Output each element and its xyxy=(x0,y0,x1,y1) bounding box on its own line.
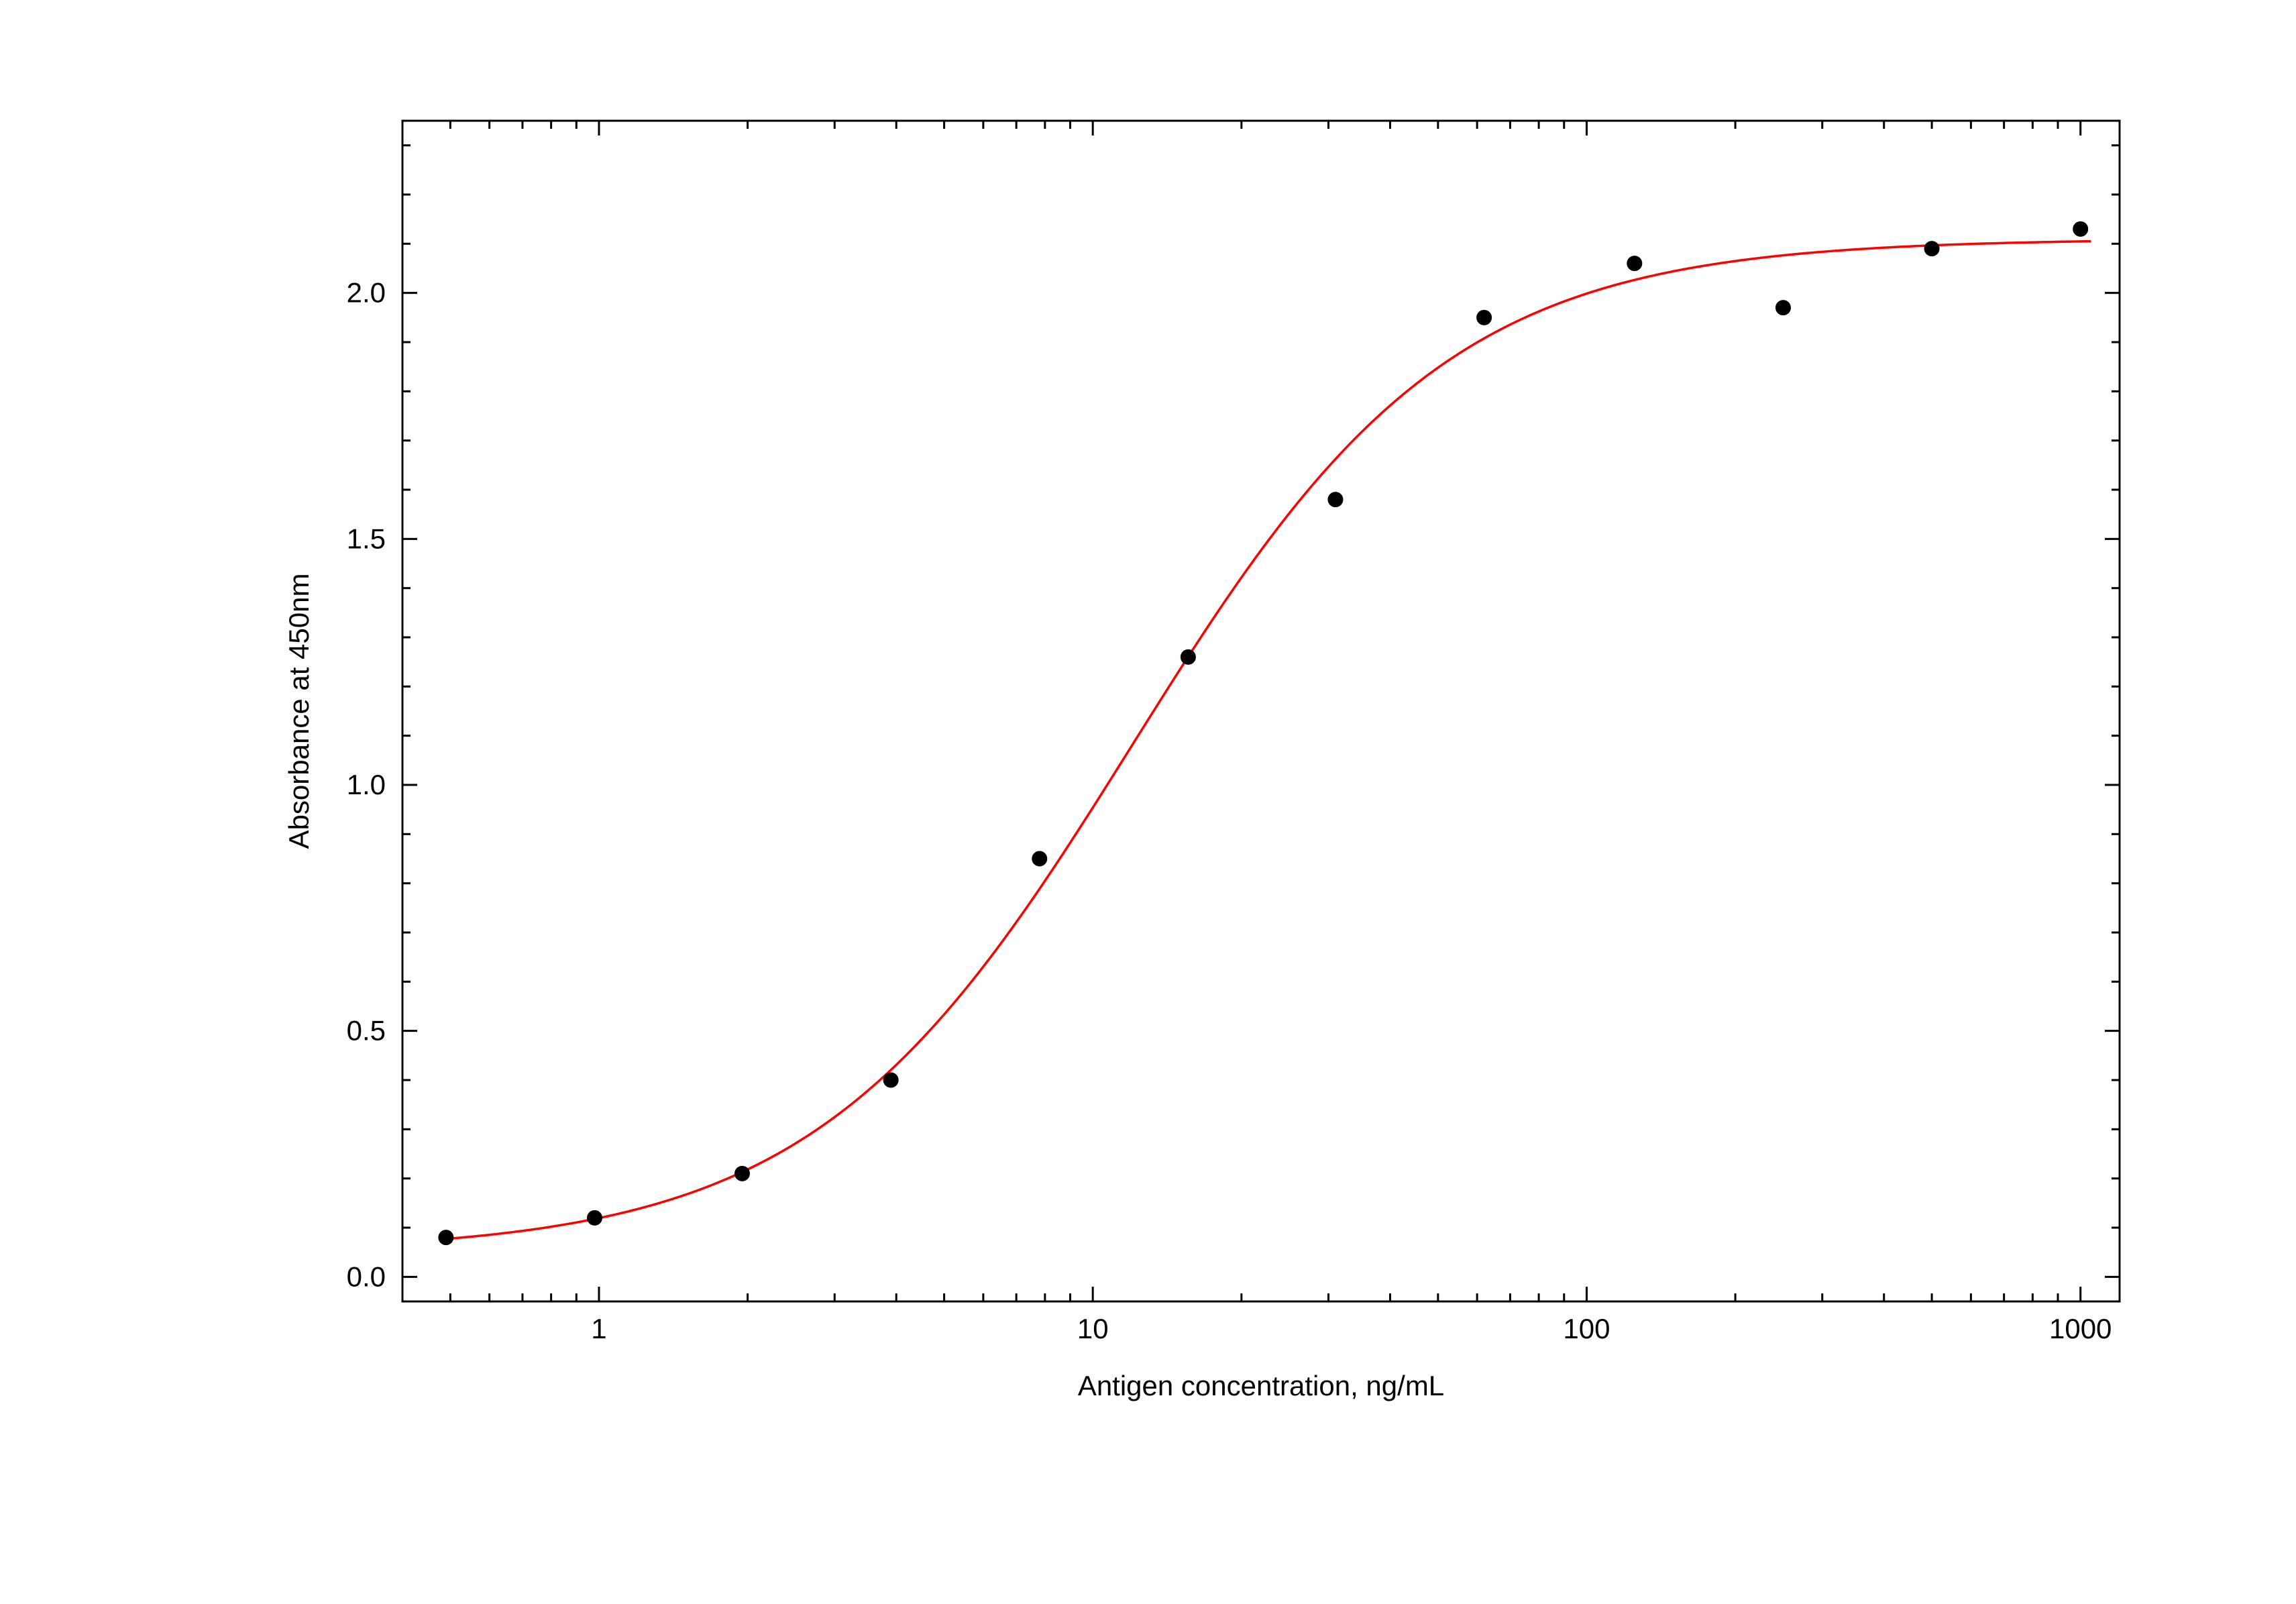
data-point xyxy=(439,1230,453,1245)
data-point xyxy=(883,1073,898,1087)
y-tick-label: 2.0 xyxy=(347,277,386,309)
y-tick-label: 0.0 xyxy=(347,1261,386,1292)
data-point xyxy=(1924,242,1939,256)
x-tick-label: 100 xyxy=(1563,1313,1610,1344)
y-axis-label: Absorbance at 450nm xyxy=(283,574,315,849)
y-tick-label: 1.0 xyxy=(347,769,386,800)
background xyxy=(0,0,2296,1604)
data-point xyxy=(2073,221,2088,236)
x-tick-label: 1 xyxy=(591,1313,606,1344)
data-point xyxy=(1328,492,1343,507)
y-tick-label: 1.5 xyxy=(347,523,386,554)
data-point xyxy=(1032,851,1047,866)
data-point xyxy=(1477,310,1492,325)
data-point xyxy=(1627,256,1642,271)
data-point xyxy=(735,1166,750,1181)
x-axis-label: Antigen concentration, ng/mL xyxy=(1078,1370,1444,1401)
x-tick-label: 1000 xyxy=(2049,1313,2112,1344)
y-tick-label: 0.5 xyxy=(347,1015,386,1047)
data-point xyxy=(1181,649,1195,664)
data-point xyxy=(1775,301,1790,315)
chart-container: 1 10 100 1000 0.0 0.5 1.0 1.5 2.0 Antigen concent… xyxy=(0,0,2296,1604)
dose-response-chart: 1 10 100 1000 0.0 0.5 1.0 1.5 2.0 Antigen concent… xyxy=(0,0,2296,1604)
x-tick-label: 10 xyxy=(1077,1313,1109,1344)
data-point xyxy=(588,1210,602,1225)
